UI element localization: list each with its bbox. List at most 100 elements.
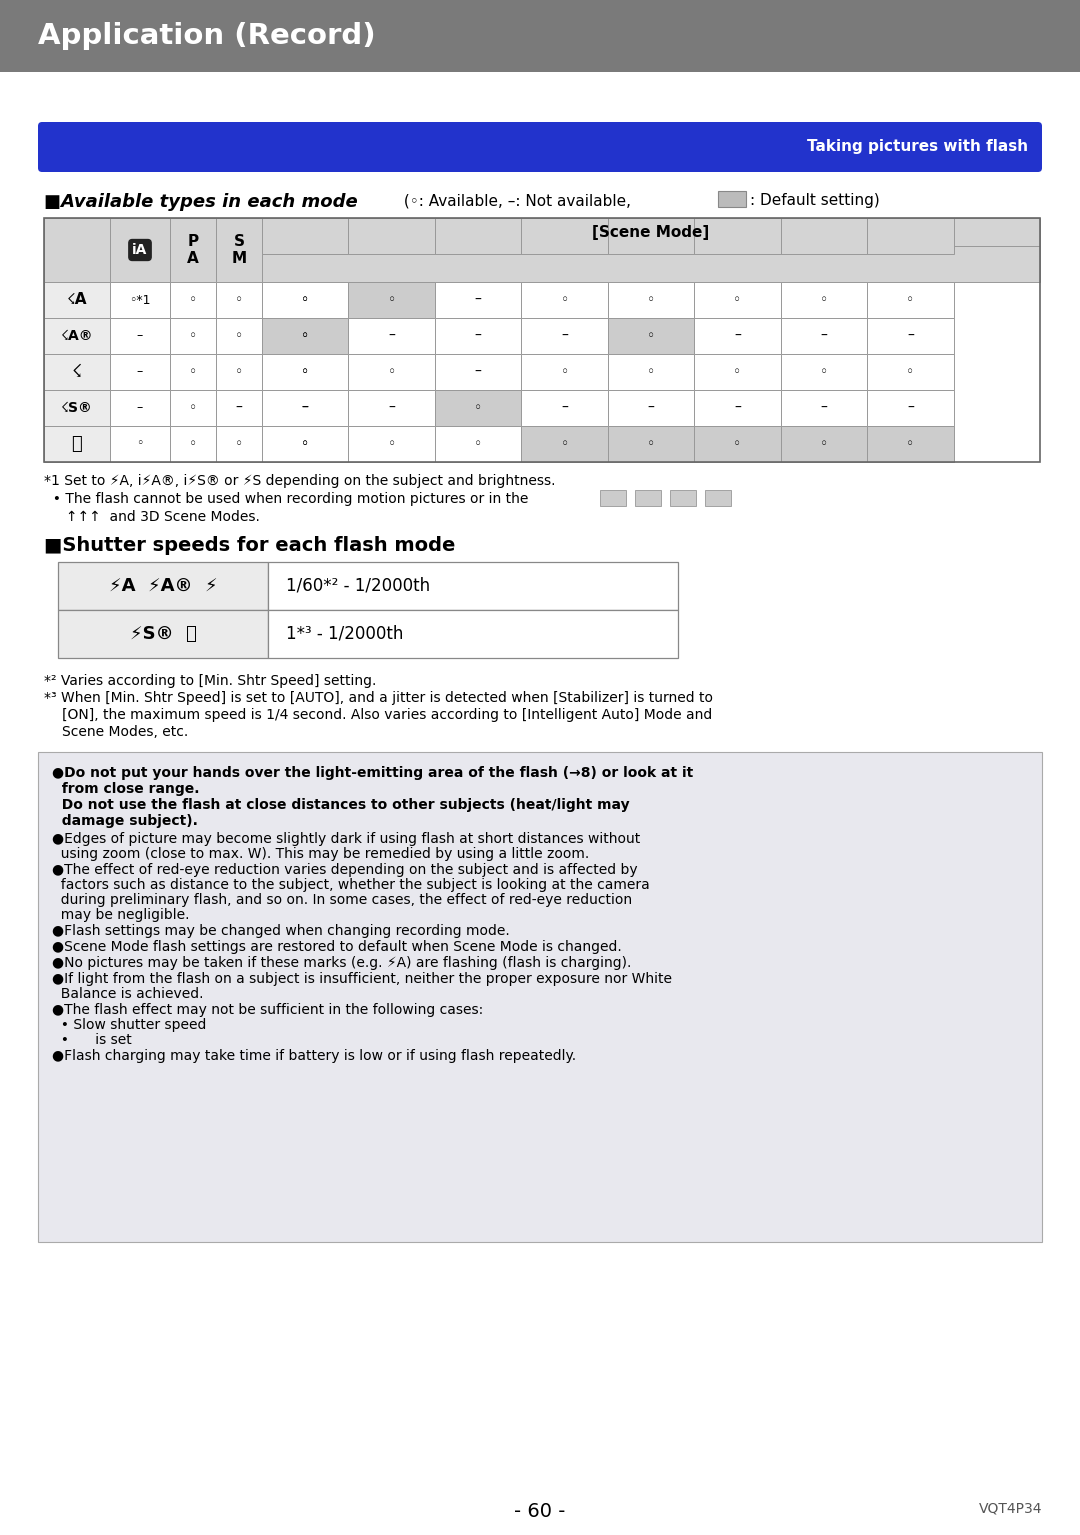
- Bar: [522, 318, 608, 355]
- Bar: [44, 218, 110, 282]
- Bar: [781, 355, 867, 390]
- Bar: [349, 390, 435, 427]
- Bar: [718, 190, 746, 207]
- Text: S
M: S M: [231, 233, 246, 266]
- Text: ◦: ◦: [820, 293, 828, 307]
- Text: ◦: ◦: [235, 437, 243, 451]
- Bar: [262, 427, 349, 462]
- Text: –: –: [562, 328, 568, 342]
- Bar: [170, 218, 216, 282]
- Text: ◦: ◦: [820, 437, 828, 451]
- Text: Application (Record): Application (Record): [38, 21, 376, 51]
- Bar: [170, 355, 216, 390]
- Text: –: –: [137, 330, 144, 342]
- Text: ◦: ◦: [474, 437, 482, 451]
- Text: ◦: ◦: [388, 437, 395, 451]
- Text: –: –: [301, 401, 309, 414]
- Text: ◦: ◦: [301, 365, 309, 379]
- Text: • Slow shutter speed: • Slow shutter speed: [52, 1018, 206, 1032]
- Bar: [216, 218, 262, 282]
- Bar: [867, 318, 954, 355]
- Text: ◦: ◦: [733, 365, 742, 379]
- Bar: [262, 218, 349, 253]
- Text: –: –: [388, 328, 395, 342]
- Bar: [522, 427, 608, 462]
- Text: ◦: ◦: [733, 437, 742, 451]
- Text: ◦: ◦: [647, 293, 656, 307]
- Bar: [608, 427, 694, 462]
- Bar: [262, 218, 1040, 246]
- Bar: [110, 355, 170, 390]
- Bar: [262, 218, 349, 253]
- Text: using zoom (close to max. W). This may be remedied by using a little zoom.: using zoom (close to max. W). This may b…: [52, 847, 590, 861]
- Bar: [110, 218, 170, 282]
- Text: : Default setting): : Default setting): [750, 193, 880, 209]
- Text: ☇A: ☇A: [67, 293, 87, 307]
- Text: ◦: ◦: [906, 365, 915, 379]
- Bar: [110, 282, 170, 318]
- Bar: [781, 427, 867, 462]
- Text: ●If light from the flash on a subject is insufficient, neither the proper exposu: ●If light from the flash on a subject is…: [52, 972, 672, 985]
- Text: ☇S®: ☇S®: [62, 401, 93, 414]
- Bar: [608, 218, 694, 253]
- Bar: [44, 318, 110, 355]
- Bar: [694, 355, 781, 390]
- Bar: [216, 427, 262, 462]
- Text: –: –: [475, 328, 482, 342]
- Bar: [867, 218, 954, 253]
- Bar: [58, 562, 268, 609]
- Bar: [867, 427, 954, 462]
- Bar: [58, 609, 268, 659]
- Bar: [522, 390, 608, 427]
- Bar: [781, 390, 867, 427]
- Bar: [262, 318, 349, 355]
- Text: ◦: ◦: [474, 401, 482, 414]
- Text: ⚡A  ⚡A®  ⚡: ⚡A ⚡A® ⚡: [109, 577, 217, 596]
- Text: ◦: ◦: [388, 365, 395, 379]
- Text: •      is set: • is set: [52, 1033, 132, 1047]
- Bar: [435, 355, 522, 390]
- Bar: [262, 355, 349, 390]
- Text: ●No pictures may be taken if these marks (e.g. ⚡A) are flashing (flash is chargi: ●No pictures may be taken if these marks…: [52, 956, 632, 970]
- Text: ◦: ◦: [235, 293, 243, 307]
- Bar: [781, 218, 867, 253]
- Text: ◦: ◦: [189, 401, 197, 414]
- Bar: [349, 427, 435, 462]
- Text: ◦: ◦: [189, 365, 197, 379]
- Bar: [867, 282, 954, 318]
- Text: ◦: ◦: [561, 293, 568, 307]
- Text: ◦: ◦: [647, 365, 656, 379]
- Bar: [694, 218, 781, 253]
- Bar: [435, 282, 522, 318]
- Bar: [670, 490, 696, 507]
- Text: damage subject).: damage subject).: [52, 814, 198, 827]
- Text: –: –: [137, 402, 144, 414]
- Bar: [170, 390, 216, 427]
- Bar: [0, 0, 1080, 72]
- Text: Scene Modes, etc.: Scene Modes, etc.: [62, 725, 188, 738]
- Text: –: –: [821, 401, 827, 414]
- Bar: [262, 390, 349, 427]
- Text: ◦: ◦: [388, 293, 395, 307]
- Bar: [867, 355, 954, 390]
- Bar: [262, 355, 349, 390]
- Bar: [349, 218, 435, 253]
- Text: –: –: [907, 328, 914, 342]
- Bar: [216, 390, 262, 427]
- Bar: [635, 490, 661, 507]
- Text: ●The effect of red-eye reduction varies depending on the subject and is affected: ●The effect of red-eye reduction varies …: [52, 863, 637, 876]
- Bar: [170, 427, 216, 462]
- Text: 1/60*² - 1/2000th: 1/60*² - 1/2000th: [286, 577, 430, 596]
- Bar: [349, 355, 435, 390]
- Bar: [608, 355, 694, 390]
- Bar: [781, 318, 867, 355]
- Text: iA: iA: [133, 243, 148, 256]
- Bar: [262, 318, 349, 355]
- Text: P
A: P A: [187, 233, 199, 266]
- Bar: [216, 355, 262, 390]
- Bar: [608, 318, 694, 355]
- Text: ◦: ◦: [235, 365, 243, 379]
- Text: *² Varies according to [Min. Shtr Speed] setting.: *² Varies according to [Min. Shtr Speed]…: [44, 674, 376, 688]
- Text: ◦: ◦: [136, 437, 144, 450]
- Text: during preliminary flash, and so on. In some cases, the effect of red-eye reduct: during preliminary flash, and so on. In …: [52, 893, 632, 907]
